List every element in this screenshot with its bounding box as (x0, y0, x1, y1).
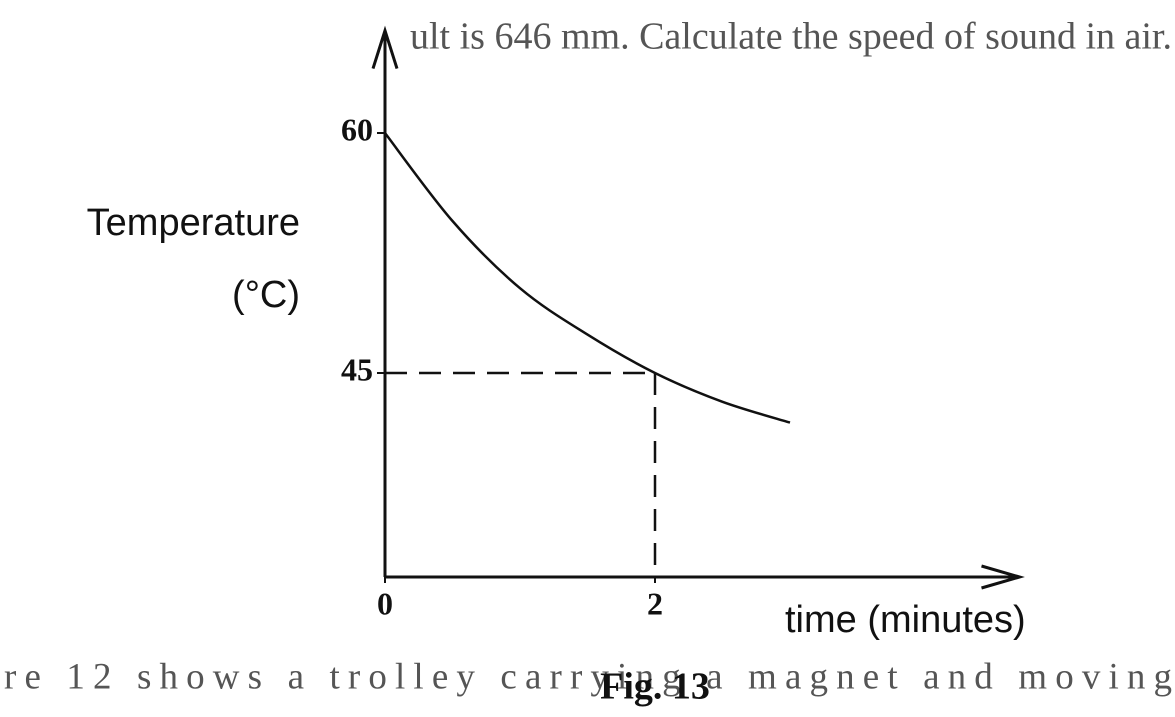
y-axis-label: (°C) (232, 274, 300, 316)
y-axis-label: Temperature (87, 202, 300, 244)
cooling-curve (384, 132, 791, 424)
clipped-text-top: ult is 646 mm. Calculate the speed of so… (410, 16, 1172, 58)
x-tick-label: 2 (647, 585, 663, 621)
x-axis-label: time (minutes) (785, 599, 1026, 641)
x-tick-label: 0 (377, 585, 393, 621)
y-axis-arrow (371, 25, 399, 70)
x-axis-arrow (981, 564, 1025, 590)
y-tick-label: 45 (341, 351, 373, 387)
chart-title: Fig. 13 (600, 666, 710, 708)
y-tick-label: 60 (341, 111, 373, 147)
